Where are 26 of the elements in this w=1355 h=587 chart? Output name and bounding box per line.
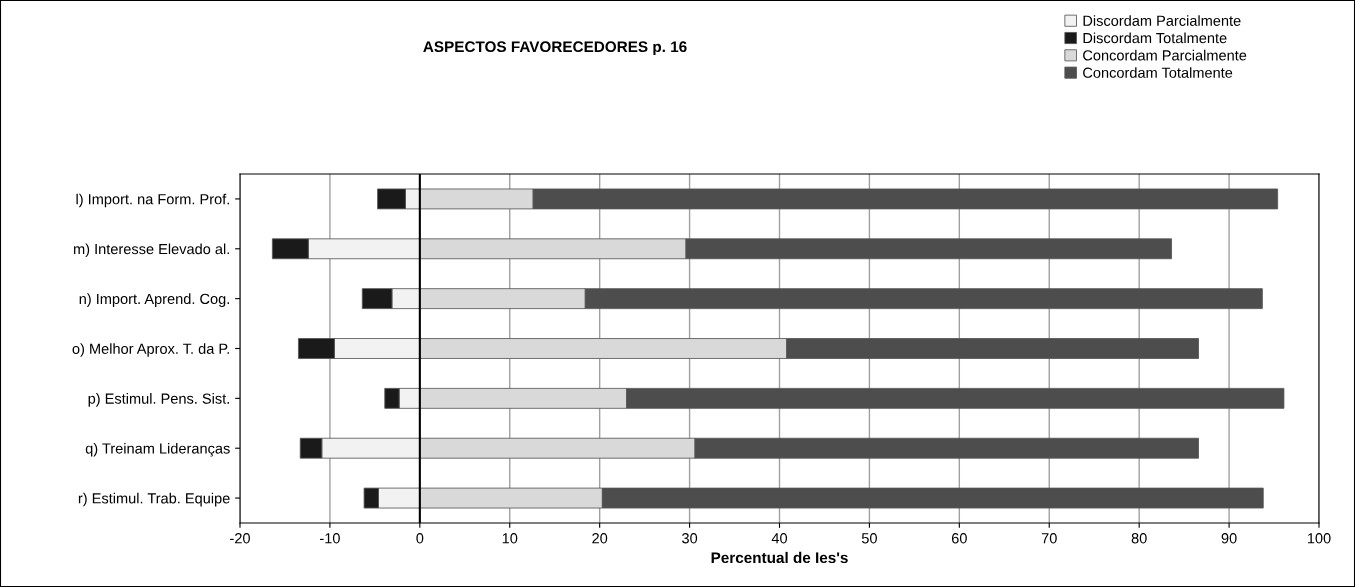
legend-label: Discordam Totalmente	[1083, 32, 1227, 44]
x-tick-label: 0	[416, 533, 424, 544]
legend-label: Discordam Parcialmente	[1083, 15, 1241, 26]
x-tick-label: 80	[1131, 533, 1147, 544]
y-tick-label: q) Treinam Lideranças	[85, 442, 230, 457]
x-tick-label: 100	[1307, 533, 1331, 544]
x-tick-label: 90	[1221, 533, 1237, 544]
y-tick-label: m) Interesse Elevado al.	[74, 243, 229, 258]
x-tick-label: 20	[592, 533, 608, 544]
x-tick-label: -10	[320, 533, 340, 544]
x-tick-label: 40	[771, 533, 788, 544]
x-axis-title: Percentual de Ies's	[711, 551, 848, 564]
y-tick-label: p) Estimul. Pens. Sist.	[88, 393, 229, 407]
x-tick-label: -20	[230, 533, 250, 544]
x-tick-label: 60	[951, 533, 967, 544]
y-tick-label: l) Import. na Form. Prof.	[76, 193, 229, 208]
chart-title: ASPECTOS FAVORECEDORES p. 16	[423, 41, 687, 56]
x-tick-label: 30	[682, 533, 698, 544]
x-tick-label: 10	[502, 533, 518, 544]
x-tick-label: 70	[1041, 533, 1057, 544]
y-tick-label: n) Import. Aprend. Cog.	[79, 293, 229, 307]
y-tick-label: o) Melhor Aprox. T. da P.	[72, 343, 229, 357]
legend-label: Concordam Parcialmente	[1083, 49, 1247, 61]
y-tick-label: r) Estimul. Trab. Equipe	[78, 492, 230, 507]
x-tick-label: 50	[861, 533, 877, 544]
legend-label: Concordam Totalmente	[1083, 67, 1233, 78]
